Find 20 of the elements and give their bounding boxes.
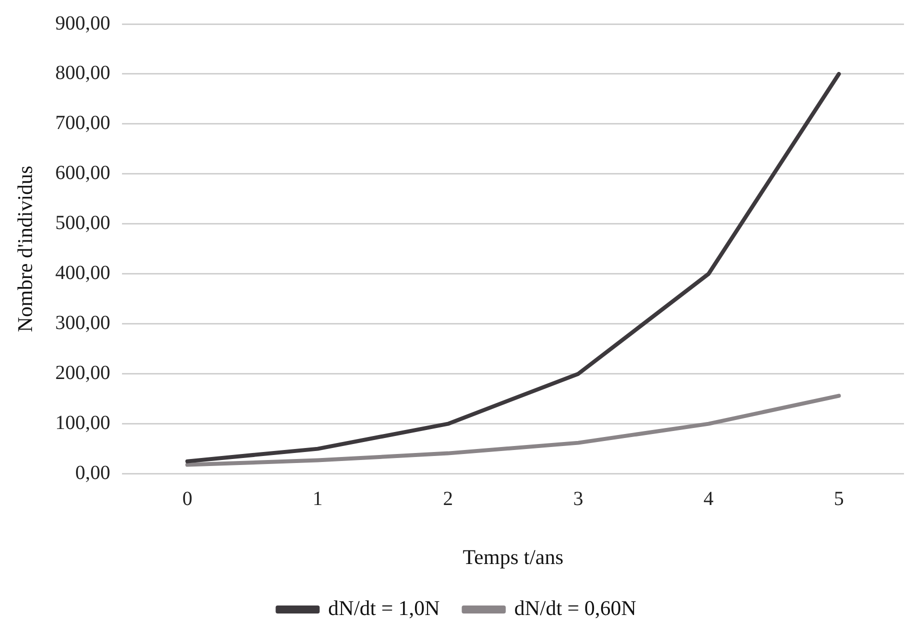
y-tick-label: 500,00 [55, 212, 110, 234]
x-tick-label: 0 [182, 488, 192, 510]
y-tick-label: 600,00 [55, 162, 110, 184]
y-tick-label: 800,00 [55, 62, 110, 84]
x-tick-label: 4 [704, 488, 714, 510]
y-tick-label: 900,00 [55, 12, 110, 34]
y-tick-label: 0,00 [75, 462, 110, 484]
x-tick-label: 3 [573, 488, 584, 510]
y-tick-label: 700,00 [55, 112, 110, 134]
x-tick-label: 5 [834, 488, 844, 510]
y-axis-title: Nombre d'individus [13, 166, 38, 332]
legend-label: dN/dt = 0,60N [514, 596, 636, 620]
y-tick-label: 100,00 [55, 412, 110, 434]
x-tick-label: 1 [312, 488, 323, 510]
y-tick-label: 200,00 [55, 362, 110, 384]
y-tick-label: 400,00 [55, 262, 110, 284]
x-axis-title: Temps t/ans [462, 544, 564, 569]
y-tick-label: 300,00 [55, 312, 110, 334]
legend-label: dN/dt = 1,0N [328, 596, 440, 620]
x-tick-label: 2 [442, 488, 453, 510]
